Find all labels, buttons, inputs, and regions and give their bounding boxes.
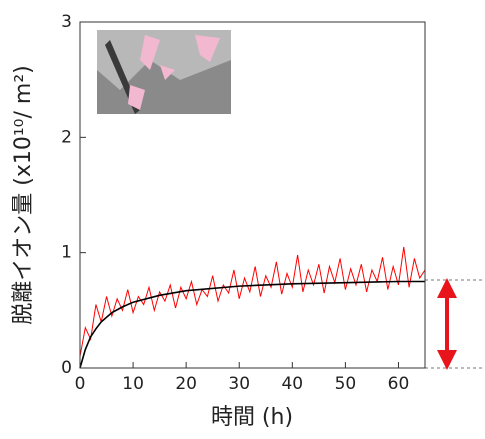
x-tick-label: 50 <box>335 374 357 394</box>
plot-frame <box>79 21 426 369</box>
inset-image <box>97 30 231 114</box>
y-axis-label: 脱離イオン量 (x10¹⁰/ m²) <box>11 65 36 324</box>
data-line <box>79 280 425 369</box>
y-tick-label: 2 <box>61 127 72 147</box>
x-axis-label: 時間 (h) <box>211 405 293 430</box>
y-tick-label: 1 <box>61 243 72 263</box>
x-tick-label: 0 <box>75 374 86 394</box>
y-tick-label: 3 <box>61 12 72 32</box>
y-tick-label: 0 <box>61 358 72 378</box>
x-tick-label: 20 <box>175 374 197 394</box>
x-tick-label: 10 <box>122 374 144 394</box>
x-tick-label: 30 <box>228 374 250 394</box>
data-line <box>79 246 426 357</box>
x-tick-label: 40 <box>281 374 303 394</box>
x-tick-label: 60 <box>388 374 410 394</box>
